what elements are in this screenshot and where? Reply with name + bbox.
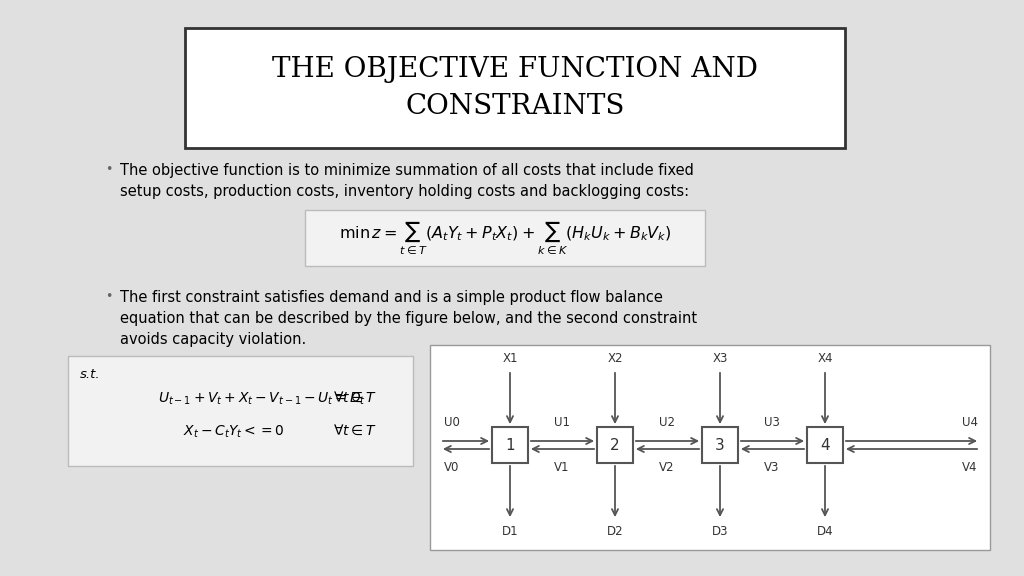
Text: X1: X1 bbox=[502, 352, 518, 365]
Text: •: • bbox=[105, 163, 113, 176]
Text: The objective function is to minimize summation of all costs that include fixed
: The objective function is to minimize su… bbox=[120, 163, 694, 199]
FancyBboxPatch shape bbox=[597, 427, 633, 463]
FancyBboxPatch shape bbox=[68, 356, 413, 466]
Text: V3: V3 bbox=[764, 461, 779, 474]
Text: U1: U1 bbox=[554, 416, 570, 429]
Text: $\forall t \in T$: $\forall t \in T$ bbox=[333, 424, 377, 438]
Text: V0: V0 bbox=[444, 461, 460, 474]
Text: $\mathrm{min}\, z = \sum_{t \in T}(A_t Y_t + P_t X_t) + \sum_{k \in K}(H_k U_k +: $\mathrm{min}\, z = \sum_{t \in T}(A_t Y… bbox=[339, 219, 672, 256]
Text: X4: X4 bbox=[817, 352, 833, 365]
FancyBboxPatch shape bbox=[702, 427, 738, 463]
Text: 1: 1 bbox=[505, 438, 515, 453]
Text: U3: U3 bbox=[764, 416, 780, 429]
Text: $X_t - C_t Y_t <= 0$: $X_t - C_t Y_t <= 0$ bbox=[183, 424, 285, 441]
Text: 3: 3 bbox=[715, 438, 725, 453]
FancyBboxPatch shape bbox=[807, 427, 843, 463]
Text: 2: 2 bbox=[610, 438, 620, 453]
Text: D1: D1 bbox=[502, 525, 518, 538]
Text: 4: 4 bbox=[820, 438, 829, 453]
Text: THE OBJECTIVE FUNCTION AND
CONSTRAINTS: THE OBJECTIVE FUNCTION AND CONSTRAINTS bbox=[272, 56, 758, 120]
Text: V4: V4 bbox=[963, 461, 978, 474]
Text: D2: D2 bbox=[606, 525, 624, 538]
FancyBboxPatch shape bbox=[305, 210, 705, 266]
Text: X3: X3 bbox=[713, 352, 728, 365]
Text: The first constraint satisfies demand and is a simple product flow balance
equat: The first constraint satisfies demand an… bbox=[120, 290, 697, 347]
Text: $U_{t-1}+V_t+X_t-V_{t-1}-U_t = D_t$: $U_{t-1}+V_t+X_t-V_{t-1}-U_t = D_t$ bbox=[158, 391, 366, 407]
FancyBboxPatch shape bbox=[492, 427, 528, 463]
Text: X2: X2 bbox=[607, 352, 623, 365]
Text: U2: U2 bbox=[659, 416, 675, 429]
Text: $\forall t \in T$: $\forall t \in T$ bbox=[333, 391, 377, 405]
Text: U4: U4 bbox=[962, 416, 978, 429]
Text: V2: V2 bbox=[659, 461, 675, 474]
Text: D4: D4 bbox=[817, 525, 834, 538]
FancyBboxPatch shape bbox=[430, 345, 990, 550]
Text: V1: V1 bbox=[554, 461, 569, 474]
Text: •: • bbox=[105, 290, 113, 303]
FancyBboxPatch shape bbox=[185, 28, 845, 148]
Text: D3: D3 bbox=[712, 525, 728, 538]
Text: U0: U0 bbox=[444, 416, 460, 429]
Text: s.t.: s.t. bbox=[80, 368, 100, 381]
